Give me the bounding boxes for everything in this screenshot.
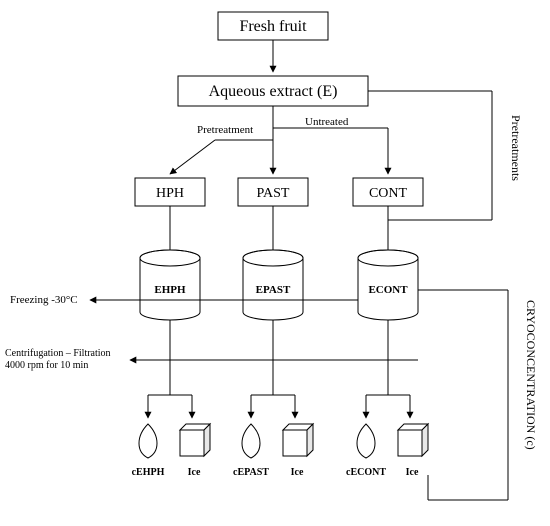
ice-ehph [180, 424, 210, 456]
drop-cecont [357, 424, 375, 458]
pretreatment-label: Pretreatment [197, 124, 253, 136]
ice-label-3: Ice [406, 467, 419, 478]
econt-label: ECONT [368, 284, 408, 296]
epast-cylinder: EPAST [243, 250, 303, 320]
pretreatments-vertical: Pretreatments [509, 115, 523, 181]
econt-cylinder: ECONT [358, 250, 418, 320]
ehph-cylinder: EHPH [140, 250, 200, 320]
ice-label-2: Ice [291, 467, 304, 478]
drop-cehph [139, 424, 157, 458]
process-flowchart: Fresh fruit Aqueous extract (E) Pretreat… [0, 0, 550, 526]
aqueous-label: Aqueous extract (E) [209, 83, 338, 100]
cryo-vertical: CRYOCONCENTRATION (c) [524, 300, 538, 450]
centrif-label-2: 4000 rpm for 10 min [5, 360, 88, 371]
freezing-label: Freezing -30°C [10, 294, 78, 306]
ehph-label: EHPH [154, 284, 186, 296]
drop-cepast [242, 424, 260, 458]
cecont-label: cECONT [346, 467, 386, 478]
cepast-label: cEPAST [233, 467, 269, 478]
to-hph [170, 140, 215, 174]
fresh-fruit-label: Fresh fruit [239, 18, 307, 35]
ice-econt [398, 424, 428, 456]
centrif-label-1: Centrifugation – Filtration [5, 348, 111, 359]
past-label: PAST [257, 186, 290, 201]
untreated-label: Untreated [305, 116, 349, 128]
cont-label: CONT [369, 186, 408, 201]
cehph-label: cEHPH [132, 467, 165, 478]
hph-label: HPH [156, 186, 184, 201]
ice-epast [283, 424, 313, 456]
epast-label: EPAST [256, 284, 291, 296]
ice-label-1: Ice [188, 467, 201, 478]
